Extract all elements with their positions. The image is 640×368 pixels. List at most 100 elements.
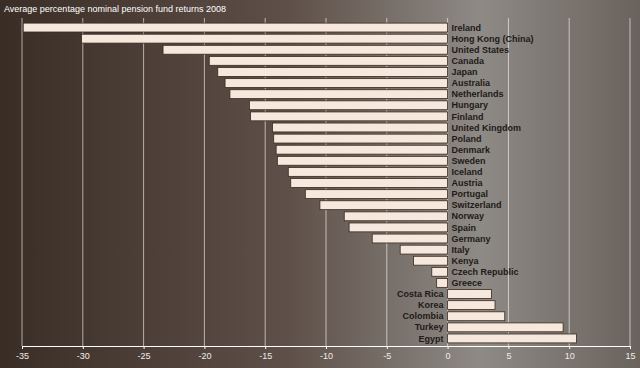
tick-label: -30 xyxy=(77,351,90,361)
category-label: Sweden xyxy=(452,156,486,166)
tick-label: -15 xyxy=(259,351,272,361)
tick-mark xyxy=(265,346,266,349)
bar xyxy=(291,179,448,188)
tick-mark xyxy=(448,346,449,349)
bar xyxy=(349,223,447,232)
bar xyxy=(448,290,492,299)
bar xyxy=(23,23,447,32)
tick-mark xyxy=(204,346,205,349)
category-labels: IrelandHong Kong (China)United StatesCan… xyxy=(397,23,534,344)
category-label: Turkey xyxy=(415,322,444,332)
tick-label: -20 xyxy=(198,351,211,361)
bar xyxy=(372,234,447,243)
bar xyxy=(272,123,447,132)
category-label: Poland xyxy=(452,134,482,144)
bar xyxy=(218,68,448,77)
bar xyxy=(448,301,495,310)
tick: -25 xyxy=(138,346,151,361)
bar xyxy=(82,34,448,43)
tick-mark xyxy=(326,346,327,349)
grid-line xyxy=(569,18,570,346)
tick: 10 xyxy=(565,346,575,361)
category-label: Kenya xyxy=(452,256,480,266)
tick-label: 5 xyxy=(506,351,511,361)
bar xyxy=(414,256,448,265)
bar xyxy=(448,323,564,332)
category-label: Ireland xyxy=(452,23,482,33)
bar xyxy=(274,134,448,143)
category-label: Italy xyxy=(452,245,470,255)
bar xyxy=(400,245,447,254)
category-label: Austria xyxy=(452,178,484,188)
category-label: Spain xyxy=(452,223,477,233)
bar xyxy=(277,156,447,165)
category-label: Australia xyxy=(452,78,492,88)
tick-label: -25 xyxy=(138,351,151,361)
category-label: Hong Kong (China) xyxy=(452,34,534,44)
grid-line xyxy=(204,18,205,346)
bar xyxy=(276,145,447,154)
category-label: Costa Rica xyxy=(397,289,445,299)
background xyxy=(0,0,640,368)
grid-line xyxy=(508,18,509,346)
bars xyxy=(23,23,576,343)
category-label: Denmark xyxy=(452,145,492,155)
category-label: Japan xyxy=(452,67,478,77)
category-label: Egypt xyxy=(419,334,444,344)
x-axis: -35 -30 -25 -20 -15 -10 -5 0 5 10 15 xyxy=(16,346,636,361)
category-label: Colombia xyxy=(403,311,445,321)
tick-label: 15 xyxy=(625,351,635,361)
bar xyxy=(209,56,447,65)
axis-line xyxy=(23,347,631,350)
bar xyxy=(448,334,577,343)
category-label: Greece xyxy=(452,278,483,288)
tick-label: -35 xyxy=(16,351,29,361)
bar xyxy=(230,90,448,99)
category-label: Korea xyxy=(418,300,445,310)
grid-line xyxy=(143,18,144,346)
tick-mark xyxy=(508,346,509,349)
tick: -15 xyxy=(259,346,272,361)
category-label: Norway xyxy=(452,211,485,221)
tick-mark xyxy=(144,346,145,349)
tick: 0 xyxy=(446,346,451,361)
bar xyxy=(320,201,448,210)
bar xyxy=(288,167,447,176)
bar xyxy=(305,190,447,199)
category-label: United States xyxy=(452,45,510,55)
tick: -10 xyxy=(320,346,333,361)
category-label: United Kingdom xyxy=(452,123,521,133)
tick: -35 xyxy=(16,346,29,361)
tick-mark xyxy=(630,346,631,349)
bar xyxy=(251,112,448,121)
tick-label: 0 xyxy=(446,351,451,361)
category-label: Hungary xyxy=(452,100,489,110)
tick-label: -10 xyxy=(320,351,333,361)
tick: -20 xyxy=(198,346,211,361)
tick-mark xyxy=(569,346,570,349)
tick-label: -5 xyxy=(383,351,391,361)
tick-label: 10 xyxy=(565,351,575,361)
category-label: Iceland xyxy=(452,167,483,177)
category-label: Switzerland xyxy=(452,200,502,210)
bar xyxy=(249,101,447,110)
category-label: Finland xyxy=(452,112,484,122)
tick-mark xyxy=(83,346,84,349)
bar xyxy=(163,45,448,54)
grid xyxy=(22,18,630,346)
grid-line xyxy=(630,18,631,346)
category-label: Germany xyxy=(452,234,491,244)
category-label: Czech Republic xyxy=(452,267,519,277)
category-label: Portugal xyxy=(452,189,489,199)
tick-mark xyxy=(387,346,388,349)
tick: 15 xyxy=(625,346,635,361)
category-label: Canada xyxy=(452,56,486,66)
bar xyxy=(448,312,505,321)
tick: -5 xyxy=(383,346,391,361)
tick: -30 xyxy=(77,346,90,361)
bar xyxy=(225,79,448,88)
category-label: Netherlands xyxy=(452,89,504,99)
title: Average percentage nominal pension fund … xyxy=(4,4,226,14)
grid-line xyxy=(82,18,83,346)
bar xyxy=(432,267,448,276)
